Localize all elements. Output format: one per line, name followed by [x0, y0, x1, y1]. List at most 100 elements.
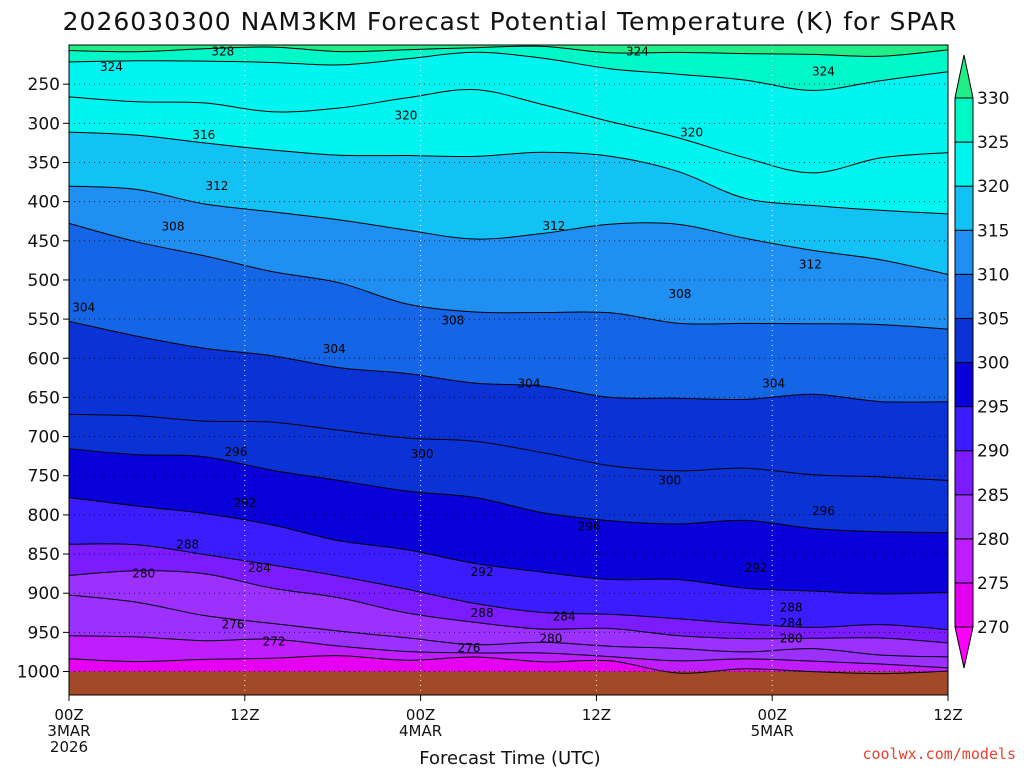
colorbar-tick-label: 290	[977, 442, 1009, 462]
contour-lines	[68, 45, 949, 675]
x-tick-line: 12Z	[933, 706, 962, 724]
contour-label: 320	[680, 126, 703, 140]
colorbar-segment	[954, 406, 974, 452]
colorbar-segment	[954, 362, 974, 408]
y-tick-label: 700	[28, 428, 60, 448]
contour-line-300	[68, 413, 949, 481]
contour-label: 292	[471, 565, 494, 579]
contour-label: 312	[542, 219, 565, 233]
y-tick-label: 850	[28, 545, 60, 565]
contour-label: 284	[780, 616, 803, 630]
contour-label: 292	[233, 496, 256, 510]
x-tick-line: 5MAR	[751, 722, 794, 740]
colorbar: 270 275 280 285 290 295 300 305 310 315 320 325 330	[954, 54, 1009, 669]
colorbar-tick-label: 320	[977, 177, 1009, 197]
contour-label: 328	[211, 44, 234, 58]
contour-label: 296	[225, 445, 248, 459]
contour-label: 308	[162, 220, 185, 234]
x-tick-line: 12Z	[230, 706, 259, 724]
colorbar-segment	[954, 229, 974, 275]
contour-label: 280	[540, 632, 563, 646]
y-tick-label: 300	[28, 114, 60, 134]
contour-label: 312	[206, 179, 229, 193]
contour-label: 300	[411, 447, 434, 461]
colorbar-tick-label: 305	[977, 309, 1009, 329]
contour-label: 276	[222, 618, 245, 632]
contour-label: 300	[658, 473, 681, 487]
contour-label: 296	[578, 520, 601, 534]
y-tick-label: 550	[28, 310, 60, 330]
colorbar-segment	[954, 185, 974, 231]
contour-label: 304	[518, 376, 541, 390]
contour-label: 288	[471, 606, 494, 620]
y-tick-label: 900	[28, 584, 60, 604]
contour-label: 292	[745, 561, 768, 575]
contour-label: 320	[394, 108, 417, 122]
x-tick-line: 2026	[50, 738, 88, 756]
chart-title: 2026030300 NAM3KM Forecast Potential Tem…	[63, 7, 958, 36]
y-tick-label: 1000	[17, 663, 60, 683]
x-tick-label: 00Z 4MAR	[399, 706, 442, 740]
x-tick-label: 00Z 5MAR	[751, 706, 794, 740]
colorbar-tick-label: 300	[977, 354, 1009, 374]
contour-label: 284	[248, 561, 271, 575]
y-tick-label: 250	[28, 75, 60, 95]
contour-line-312	[68, 185, 949, 275]
x-tick-label: 12Z	[582, 706, 611, 724]
contour-label: 304	[72, 300, 95, 314]
colorbar-segment	[954, 317, 974, 363]
contour-line-320	[68, 88, 949, 174]
contour-label: 280	[132, 567, 155, 581]
contour-line-308	[68, 222, 949, 330]
contour-line-280	[68, 594, 949, 658]
filled-contour-bands	[69, 45, 948, 696]
x-tick-line: 00Z	[758, 706, 787, 724]
contour-label: 288	[176, 538, 199, 552]
x-axis-label: Forecast Time (UTC)	[419, 748, 600, 768]
colorbar-segment	[954, 494, 974, 540]
plot-frame	[68, 44, 949, 696]
y-tick-label: 650	[28, 388, 60, 408]
y-tick-label: 450	[28, 232, 60, 252]
colorbar-tick-label: 275	[977, 574, 1009, 594]
credit-text[interactable]: coolwx.com/models	[862, 745, 1016, 763]
contour-line-304	[68, 320, 949, 403]
x-tick-line: 4MAR	[399, 722, 442, 740]
contour-label: 272	[263, 635, 286, 649]
colorbar-segment	[954, 538, 974, 584]
ground-fill	[69, 671, 948, 695]
colorbar-segment	[954, 273, 974, 319]
contour-label: 324	[812, 65, 835, 79]
contour-label: 308	[668, 287, 691, 301]
y-tick-label: 750	[28, 467, 60, 487]
colorbar-tick-label: 295	[977, 398, 1009, 418]
colorbar-segment	[954, 450, 974, 496]
contour-line-284	[68, 570, 949, 644]
x-tick-line: 00Z	[54, 706, 83, 724]
y-tick-label: 950	[28, 623, 60, 643]
contour-label: 324	[100, 60, 123, 74]
colorbar-tick-label: 330	[977, 89, 1009, 109]
y-tick-label: 400	[28, 193, 60, 213]
colorbar-tick-label: 325	[977, 133, 1009, 153]
colorbar-tick-label: 315	[977, 221, 1009, 241]
contour-line-272	[68, 655, 949, 675]
y-tick-label: 800	[28, 506, 60, 526]
contour-label: 316	[192, 128, 215, 142]
colorbar-bottom-arrow	[954, 626, 974, 669]
contour-label: 304	[762, 376, 785, 390]
contour-label: 284	[553, 610, 576, 624]
contour-label: 324	[626, 44, 649, 58]
colorbar-tick-label: 310	[977, 265, 1009, 285]
y-tick-label: 500	[28, 271, 60, 291]
contour-line-276	[68, 635, 949, 669]
colorbar-segment	[954, 582, 974, 628]
contour-label: 312	[799, 257, 822, 271]
contour-line-292	[68, 497, 949, 595]
y-tick-label: 350	[28, 153, 60, 173]
contour-labels: 328 324 324 324 320 320 316 312 312 312 308 308 308 3…	[72, 44, 835, 655]
colorbar-segment	[954, 141, 974, 187]
contour-line-288	[68, 543, 949, 631]
